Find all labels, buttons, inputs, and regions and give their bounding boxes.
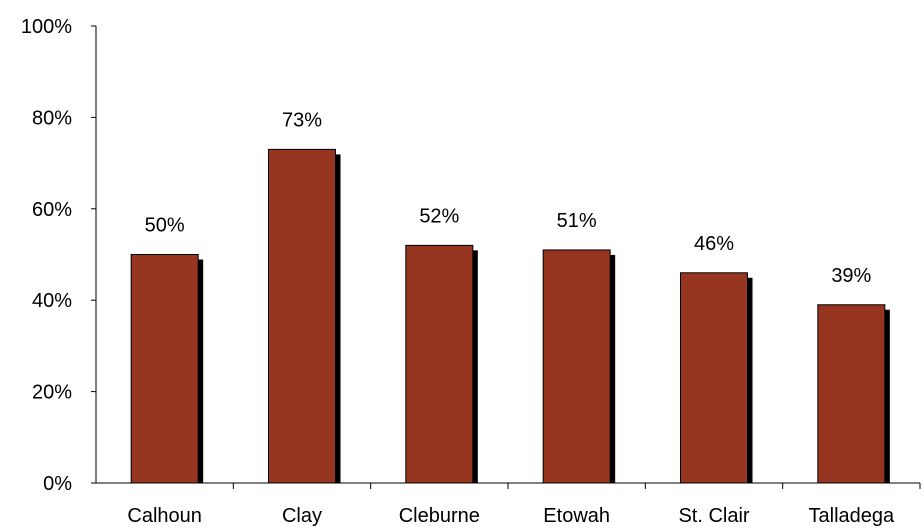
data-label: 39% <box>831 265 871 287</box>
y-tick-label: 40% <box>32 290 72 312</box>
data-label: 50% <box>145 215 185 237</box>
bar-clay <box>268 148 336 484</box>
category-label: Etowah <box>543 505 610 527</box>
data-label: 51% <box>557 210 597 232</box>
category-label: Talladega <box>809 505 896 527</box>
bar-cleburne <box>405 244 474 484</box>
y-tick-label: 20% <box>32 382 72 404</box>
labels-group: 50% Calhoun 73% Clay 52% Cleburne 51% Etowah 46%… <box>127 109 895 527</box>
category-label: Calhoun <box>127 505 202 527</box>
y-tick-label: 100% <box>21 16 72 38</box>
bars-group <box>130 148 890 484</box>
bar-etowah <box>542 249 611 484</box>
y-tick-label: 60% <box>32 199 72 221</box>
category-label: Clay <box>282 505 322 527</box>
data-label: 73% <box>282 109 322 131</box>
data-label: 46% <box>694 233 734 255</box>
bar-calhoun <box>130 254 199 484</box>
y-tick-label: 80% <box>32 107 72 129</box>
y-tick-label: 0% <box>43 473 72 495</box>
y-axis-ticks: 0% 20% 40% 60% 80% 100% <box>21 16 921 495</box>
category-label: Cleburne <box>399 505 480 527</box>
category-label: St. Clair <box>678 505 749 527</box>
data-label: 52% <box>419 205 459 227</box>
bar-st-clair <box>680 272 748 484</box>
bar-talladega <box>817 304 886 484</box>
